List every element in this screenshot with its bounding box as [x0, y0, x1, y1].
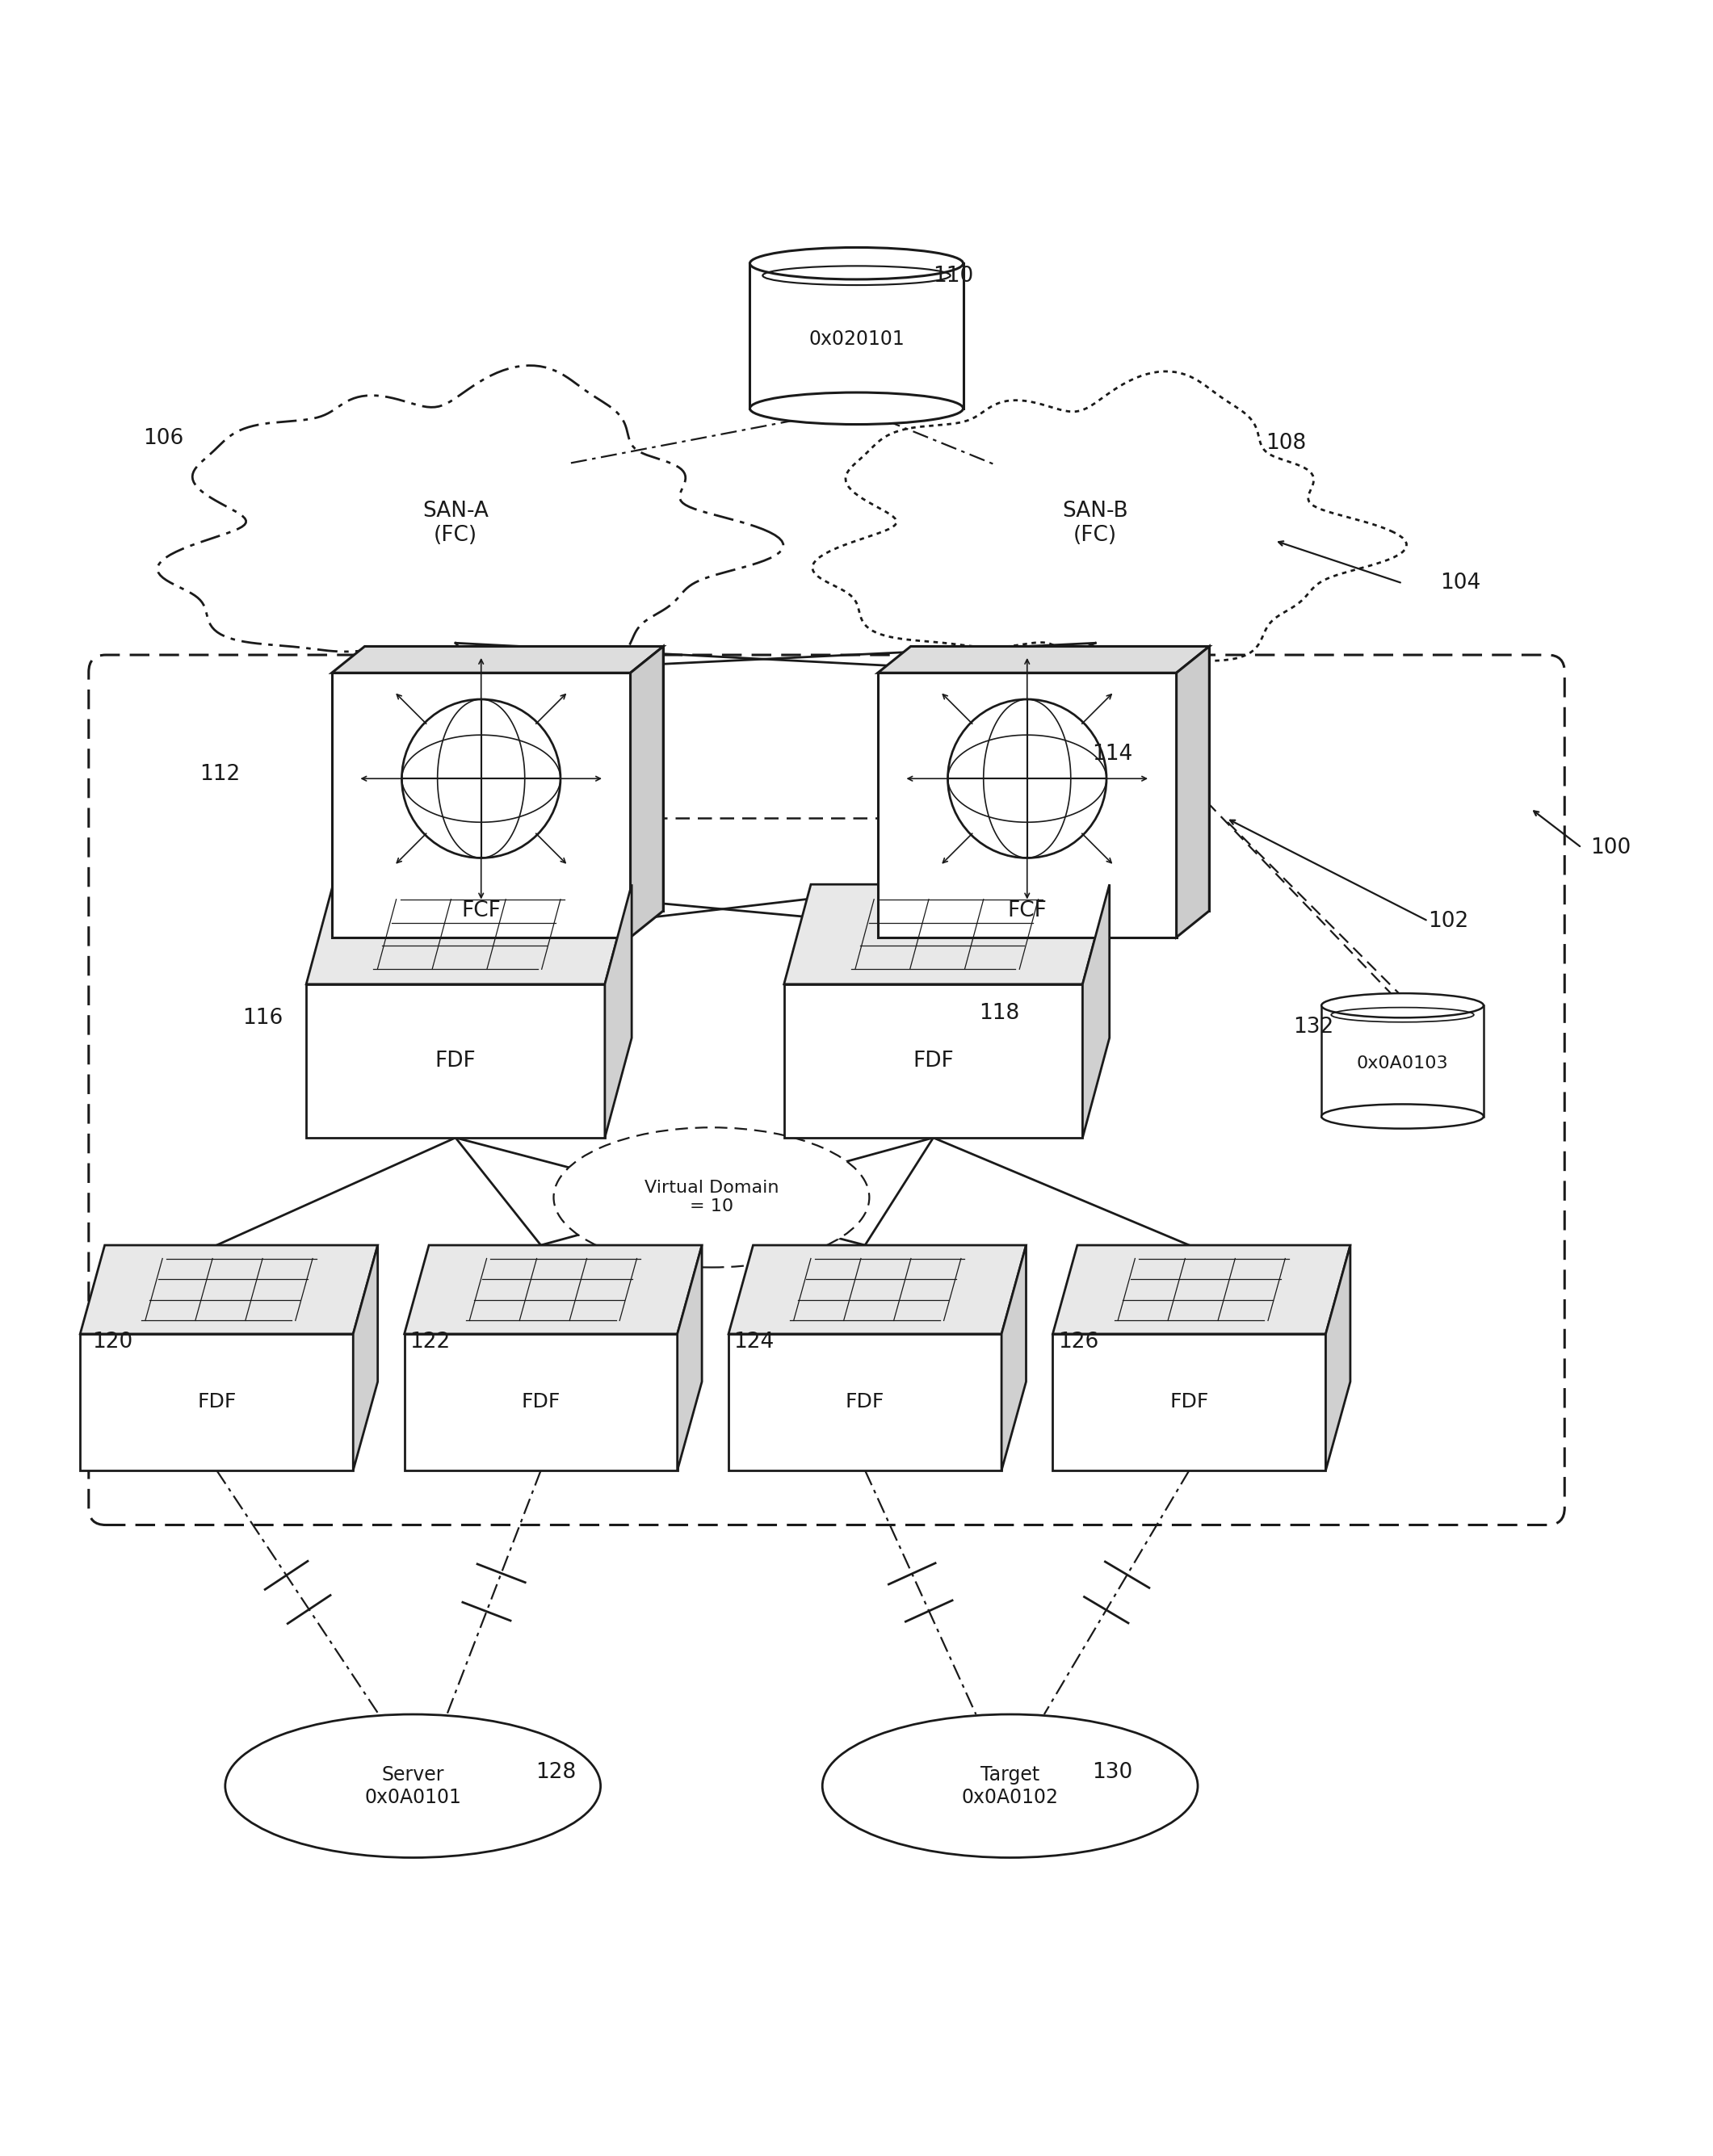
Polygon shape [353, 1246, 379, 1470]
Polygon shape [332, 673, 630, 938]
Polygon shape [1002, 1246, 1026, 1470]
Polygon shape [877, 673, 1177, 938]
Text: FCF: FCF [461, 901, 500, 921]
Text: Target
0x0A0102: Target 0x0A0102 [961, 1766, 1059, 1807]
Polygon shape [728, 1246, 1026, 1335]
Ellipse shape [750, 248, 963, 280]
Bar [785, 983, 1083, 1138]
Ellipse shape [1321, 994, 1483, 1018]
Ellipse shape [224, 1714, 601, 1858]
Bar [404, 1335, 677, 1470]
Text: 126: 126 [1059, 1332, 1098, 1354]
Polygon shape [81, 1246, 379, 1335]
Polygon shape [365, 647, 663, 910]
Text: 132: 132 [1293, 1015, 1334, 1037]
Polygon shape [785, 884, 1110, 983]
Polygon shape [630, 647, 663, 938]
Text: 128: 128 [536, 1761, 576, 1783]
Text: FDF: FDF [197, 1393, 236, 1412]
Text: 124: 124 [733, 1332, 774, 1354]
Text: 110: 110 [934, 265, 975, 287]
Polygon shape [605, 884, 632, 1138]
Text: 116: 116 [242, 1007, 283, 1028]
Text: 0x020101: 0x020101 [809, 330, 904, 349]
Text: SAN-A
(FC): SAN-A (FC) [423, 500, 488, 545]
Text: 118: 118 [980, 1003, 1019, 1024]
Polygon shape [877, 647, 1209, 673]
Text: Server
0x0A0101: Server 0x0A0101 [365, 1766, 461, 1807]
Bar [728, 1335, 1002, 1470]
Polygon shape [1083, 884, 1110, 1138]
Text: 0x0A0103: 0x0A0103 [1357, 1054, 1449, 1072]
Polygon shape [332, 647, 663, 673]
Polygon shape [677, 1246, 702, 1470]
Ellipse shape [822, 1714, 1197, 1858]
Polygon shape [1326, 1246, 1350, 1470]
Text: FDF: FDF [846, 1393, 884, 1412]
Text: FCF: FCF [1007, 901, 1047, 921]
Text: FDF: FDF [521, 1393, 560, 1412]
Bar [1321, 1005, 1483, 1117]
Text: 122: 122 [409, 1332, 451, 1354]
Polygon shape [404, 1246, 702, 1335]
Text: FDF: FDF [435, 1050, 476, 1072]
Ellipse shape [553, 1128, 868, 1268]
Text: 106: 106 [144, 427, 183, 448]
Text: FDF: FDF [913, 1050, 954, 1072]
Polygon shape [1177, 647, 1209, 938]
Text: Virtual Domain
= 10: Virtual Domain = 10 [644, 1179, 779, 1214]
Polygon shape [911, 647, 1209, 910]
Text: 104: 104 [1441, 573, 1480, 593]
Text: FDF: FDF [1170, 1393, 1209, 1412]
Text: 108: 108 [1266, 433, 1307, 455]
Text: 114: 114 [1091, 744, 1132, 765]
Text: 100: 100 [1590, 837, 1631, 858]
Bar [307, 983, 605, 1138]
Text: SAN-B
(FC): SAN-B (FC) [1062, 500, 1129, 545]
Polygon shape [307, 884, 632, 983]
Text: 112: 112 [200, 763, 240, 785]
Bar [81, 1335, 353, 1470]
Ellipse shape [1321, 1104, 1483, 1128]
Polygon shape [1053, 1246, 1350, 1335]
Text: 130: 130 [1091, 1761, 1132, 1783]
Bar [750, 263, 963, 407]
Text: 102: 102 [1429, 910, 1468, 931]
Text: 120: 120 [93, 1332, 132, 1354]
Bar [1053, 1335, 1326, 1470]
Ellipse shape [750, 392, 963, 425]
